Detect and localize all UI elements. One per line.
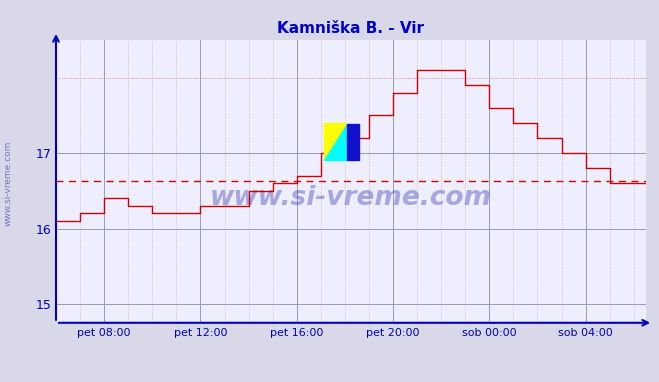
Polygon shape bbox=[324, 123, 347, 160]
Bar bbox=[347, 123, 359, 160]
Title: Kamniška B. - Vir: Kamniška B. - Vir bbox=[277, 21, 424, 36]
Polygon shape bbox=[324, 123, 347, 160]
Text: www.si-vreme.com: www.si-vreme.com bbox=[210, 185, 492, 211]
Text: www.si-vreme.com: www.si-vreme.com bbox=[3, 141, 13, 226]
